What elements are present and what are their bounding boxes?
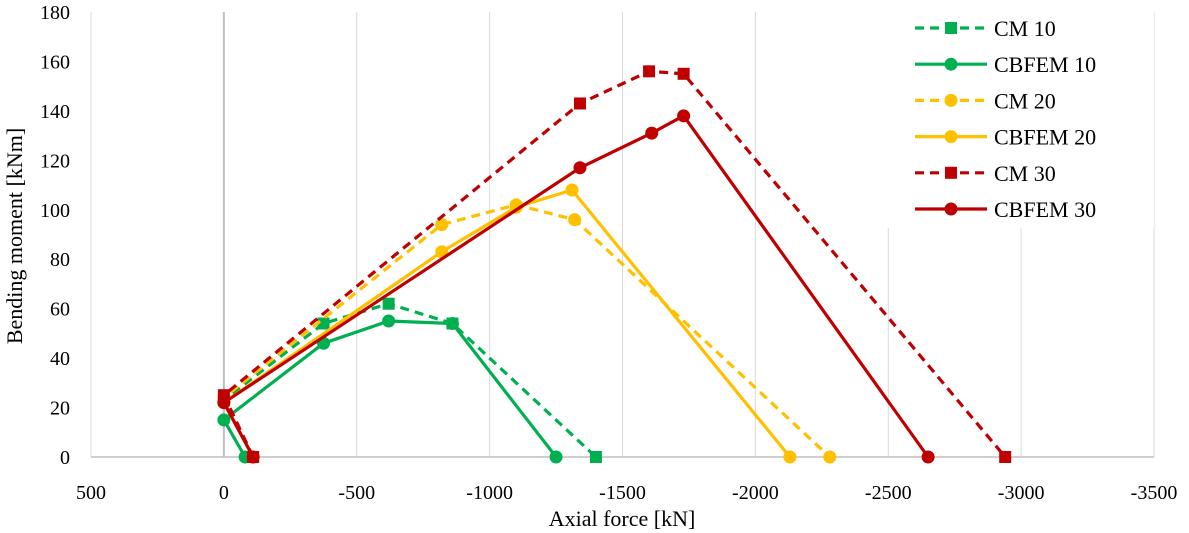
data-point (217, 396, 231, 410)
series-3 (217, 183, 797, 464)
series-5 (217, 109, 935, 464)
legend-marker (945, 22, 957, 34)
legend-marker (944, 93, 958, 107)
legend-label: CBFEM 20 (994, 125, 1096, 150)
data-point (823, 450, 837, 464)
legend-entry: CBFEM 20 (915, 125, 1096, 150)
data-point (643, 65, 656, 78)
y-tick-label: 20 (50, 398, 70, 420)
series-line (222, 69, 1007, 459)
data-point (549, 450, 563, 464)
legend-label: CBFEM 10 (994, 52, 1096, 77)
y-tick-label: 140 (40, 101, 70, 123)
x-axis-title: Axial force [kN] (549, 506, 696, 531)
y-tick-label: 80 (50, 249, 70, 271)
series-line (222, 188, 792, 459)
legend-label: CM 20 (994, 88, 1056, 113)
x-tick-label: -500 (338, 482, 375, 504)
data-point (573, 161, 587, 175)
legend-entry: CM 30 (915, 161, 1056, 186)
y-tick-label: 160 (40, 51, 70, 73)
series-line (222, 114, 930, 458)
data-point (435, 218, 449, 232)
y-tick-label: 60 (50, 299, 70, 321)
data-point (645, 126, 659, 140)
legend-marker (944, 130, 958, 144)
x-tick-label: -1500 (599, 482, 646, 504)
legend-entry: CM 20 (915, 88, 1056, 113)
series-2 (217, 198, 837, 464)
y-axis-title: Bending moment [kNm] (2, 128, 27, 344)
data-point (677, 67, 690, 80)
legend-label: CBFEM 30 (994, 197, 1096, 222)
x-tick-label: 0 (219, 482, 229, 504)
legend-marker (945, 166, 957, 179)
legend-label: CM 30 (994, 161, 1056, 186)
legend-entry: CM 10 (915, 16, 1056, 41)
legend: CM 10 CBFEM 10 CM 20 CBFEM 20 CM 30 CBFEM 30 (834, 12, 1154, 228)
data-point (999, 451, 1012, 463)
x-tick-label: -1000 (466, 482, 513, 504)
x-tick-label: -2500 (865, 482, 912, 504)
y-tick-label: 180 (40, 2, 70, 24)
data-point (568, 213, 582, 227)
series-layer (217, 65, 1012, 464)
x-tick-label: -3000 (998, 482, 1045, 504)
legend-entry: CBFEM 30 (915, 197, 1096, 222)
x-tick-label: -3500 (1131, 482, 1178, 504)
y-tick-label: 120 (40, 150, 70, 172)
y-tick-label: 0 (60, 447, 70, 469)
data-point (217, 413, 231, 427)
legend-marker (944, 57, 958, 71)
legend-marker (944, 202, 958, 216)
x-tick-label: 500 (76, 482, 106, 504)
data-point (382, 314, 396, 328)
data-point (246, 450, 260, 464)
data-point (565, 183, 579, 197)
legend-box (834, 12, 1154, 228)
tick-labels: 500 0 -500 -1000 -1500 -2000 -2500 -3000 -3500 0 2… (40, 2, 1177, 504)
data-point (783, 450, 797, 464)
legend-label: CM 10 (994, 16, 1056, 41)
data-point (445, 317, 459, 330)
x-tick-label: -2000 (732, 482, 779, 504)
data-point (382, 297, 395, 310)
data-point (921, 450, 935, 464)
series-line (222, 319, 558, 458)
data-point (573, 97, 586, 110)
y-tick-label: 100 (40, 200, 70, 222)
data-point (677, 109, 691, 123)
legend-entry: CBFEM 10 (915, 52, 1096, 77)
series-line (222, 203, 831, 459)
data-point (589, 451, 602, 463)
data-point (317, 317, 330, 330)
series-1 (217, 314, 563, 464)
y-tick-label: 40 (50, 348, 70, 370)
